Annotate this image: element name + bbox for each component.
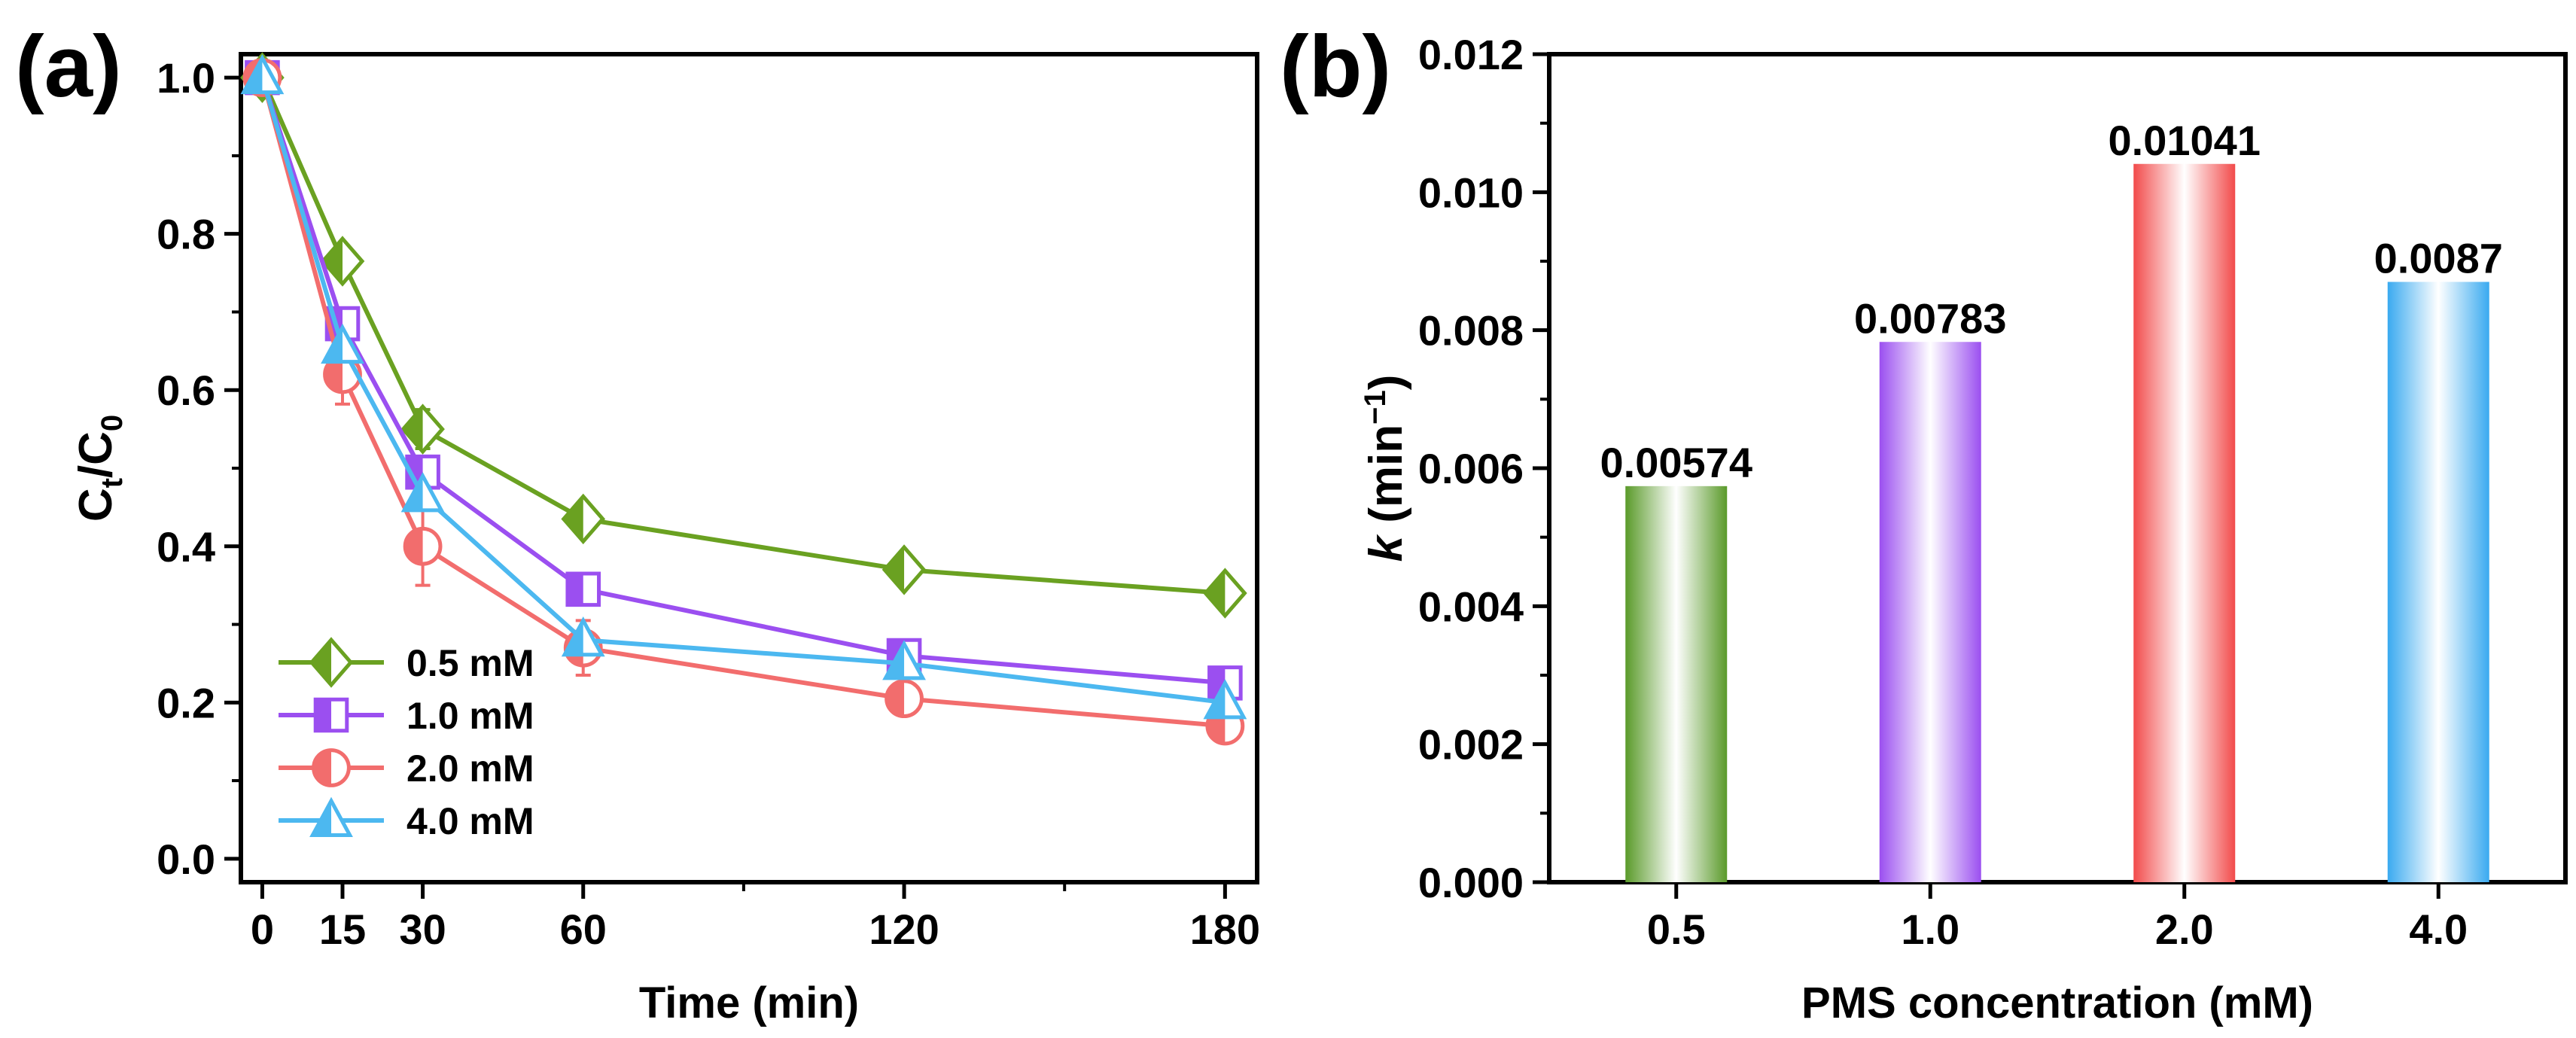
panel-b-bar-value-label: 0.0087 (2374, 235, 2503, 282)
panel-b-bar-chart: (b) 0.0000.0020.0040.0060.0080.0100.012 … (1280, 17, 2568, 1027)
panel-a-series-1 (245, 59, 1243, 701)
panel-a-legend-label: 0.5 mM (406, 642, 534, 684)
panel-b-x-tick-label: 1.0 (1901, 906, 1959, 953)
panel-b-y-tick-label: 0.010 (1418, 169, 1524, 216)
panel-a-data-point (882, 544, 927, 595)
panel-a-data-point (240, 53, 285, 95)
panel-a-data-point (561, 493, 606, 545)
panel-b-bar-value-label: 0.00783 (1854, 294, 2006, 342)
panel-a-y-axis: 0.0 0.2 0.4 0.6 0.8 1.0 (157, 54, 241, 883)
panel-a-series-2 (242, 58, 1245, 746)
panel-a-legend-entry: 0.5 mM (279, 637, 534, 688)
panel-a-legend-entry: 4.0 mM (279, 796, 534, 842)
panel-a-legend-label: 1.0 mM (406, 695, 534, 737)
panel-a-y-tick-label: 0.0 (157, 836, 215, 883)
panel-b-label: (b) (1280, 17, 1391, 115)
panel-a-legend-label: 4.0 mM (406, 800, 534, 842)
panel-a-data-point (1203, 568, 1247, 619)
panel-a-x-tick-label: 180 (1190, 906, 1260, 953)
panel-a-y-tick-label: 0.6 (157, 367, 215, 414)
panel-a-y-tick-label: 0.8 (157, 211, 215, 258)
panel-a-y-tick-label: 1.0 (157, 54, 215, 102)
panel-a-legend-marker (309, 637, 354, 688)
panel-a-data-point (565, 571, 601, 607)
panel-a-x-label: Time (min) (639, 979, 859, 1027)
panel-b-y-axis: 0.000 0.002 0.004 0.006 0.008 0.010 0.012 (1418, 31, 1549, 906)
panel-a-x-axis: 0 15 30 60 120 180 (251, 882, 1260, 953)
panel-a-line-chart: (a) 0.0 0.2 0.4 0.6 0.8 1.0 0 15 30 60 120 180 0.5… (15, 17, 1260, 1027)
panel-a-x-tick-label: 30 (399, 906, 446, 953)
panel-a-legend-marker (313, 697, 349, 733)
panel-a-legend-marker (312, 748, 351, 787)
panel-a-plot-frame (239, 52, 1259, 884)
panel-a-data-point (1203, 679, 1247, 720)
panel-a-series-0 (240, 52, 1247, 619)
panel-a-x-tick-label: 60 (560, 906, 607, 953)
panel-b-y-tick-label: 0.012 (1418, 31, 1524, 78)
panel-a-series-3 (240, 53, 1247, 720)
panel-b-y-tick-label: 0.002 (1418, 721, 1524, 769)
panel-a-series-line (260, 77, 1226, 729)
panel-b-bars: 0.00574 0.00783 0.01041 0.0087 (1600, 117, 2503, 882)
panel-a-legend-entry: 1.0 mM (279, 695, 534, 737)
panel-a-data-point (400, 472, 445, 513)
panel-a-data-point (320, 236, 365, 287)
panel-b-x-tick-label: 4.0 (2409, 906, 2468, 953)
panel-a-series-line (260, 76, 1226, 596)
panel-b-x-axis: 0.5 1.0 2.0 4.0 (1647, 882, 2468, 953)
panel-a-series-line (260, 77, 1226, 705)
panel-a-legend-entry: 2.0 mM (279, 747, 534, 790)
panel-b-bar (2133, 163, 2236, 882)
panel-a-series (240, 52, 1247, 746)
panel-a-x-tick-label: 15 (319, 906, 366, 953)
panel-a-legend: 0.5 mM 1.0 mM 2.0 mM 4.0 mM (279, 637, 534, 842)
panel-a-data-point (561, 616, 605, 657)
panel-a-data-point (403, 526, 443, 566)
panel-b-bar-value-label: 0.01041 (2109, 117, 2261, 164)
panel-b-y-tick-label: 0.004 (1418, 583, 1524, 630)
panel-b-y-tick-label: 0.008 (1418, 307, 1524, 355)
panel-a-y-label: Ct/C0 (70, 415, 129, 522)
panel-a-label: (a) (15, 17, 122, 115)
panel-b-bar-value-label: 0.00574 (1600, 439, 1752, 486)
panel-a-data-point (400, 403, 445, 455)
panel-a-data-point (882, 640, 926, 680)
panel-a-x-tick-label: 120 (869, 906, 939, 953)
panel-a-x-tick-label: 0 (251, 906, 274, 953)
panel-b-bar (1879, 342, 1981, 882)
panel-a-data-point (885, 679, 924, 719)
panel-b-bar (1625, 486, 1728, 882)
panel-a-legend-label: 2.0 mM (406, 747, 534, 790)
panel-a-series-line (260, 77, 1226, 686)
panel-b-x-tick-label: 2.0 (2155, 906, 2214, 953)
panel-b-y-tick-label: 0.006 (1418, 445, 1524, 492)
panel-b-y-label: k (min−1) (1359, 375, 1412, 562)
panel-b-x-tick-label: 0.5 (1647, 906, 1706, 953)
panel-b-y-tick-label: 0.000 (1418, 859, 1524, 906)
panel-b-bar (2387, 282, 2489, 882)
panel-a-legend-marker (309, 796, 353, 837)
panel-b-x-label: PMS concentration (mM) (1801, 979, 2313, 1027)
panel-a-y-tick-label: 0.2 (157, 679, 215, 726)
panel-a-data-point (321, 323, 364, 364)
panel-a-y-tick-label: 0.4 (157, 523, 215, 571)
